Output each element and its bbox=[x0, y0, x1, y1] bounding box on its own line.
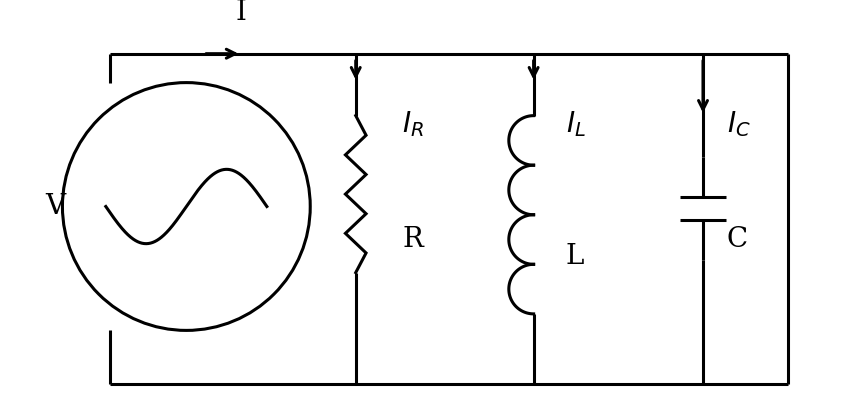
Text: $I_L$: $I_L$ bbox=[566, 109, 585, 139]
Text: $I_C$: $I_C$ bbox=[727, 109, 750, 139]
Text: C: C bbox=[727, 226, 748, 253]
Text: V: V bbox=[45, 193, 65, 220]
Text: $I_R$: $I_R$ bbox=[402, 109, 424, 139]
Text: R: R bbox=[402, 226, 424, 253]
Text: L: L bbox=[566, 242, 584, 270]
Text: I: I bbox=[236, 0, 246, 26]
